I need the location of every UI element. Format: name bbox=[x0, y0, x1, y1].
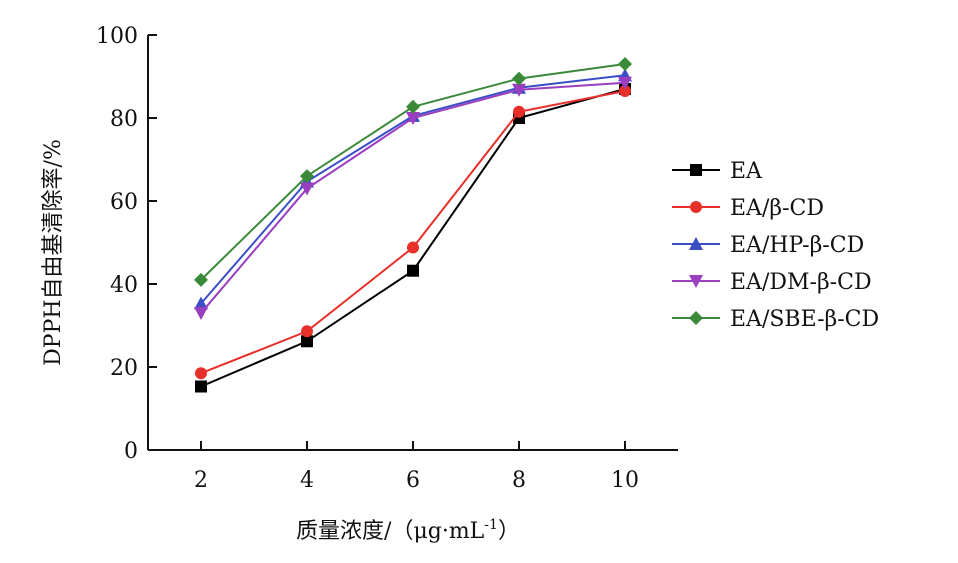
legend-item-0: EA bbox=[672, 159, 763, 184]
legend-item-3: EA/DM-β-CD bbox=[672, 270, 872, 295]
series-3 bbox=[194, 76, 632, 321]
y-tick-label: 80 bbox=[110, 107, 138, 132]
data-point bbox=[407, 264, 419, 277]
y-tick-label: 0 bbox=[124, 439, 138, 464]
data-point bbox=[512, 83, 526, 97]
legend-item-4: EA/SBE-β-CD bbox=[672, 307, 879, 332]
data-point bbox=[406, 99, 420, 114]
x-axis-title-superscript: -1 bbox=[484, 517, 498, 533]
series-0 bbox=[195, 82, 631, 393]
data-point bbox=[301, 335, 313, 348]
x-tick-label: 4 bbox=[300, 468, 314, 493]
legend-item-1: EA/β-CD bbox=[672, 196, 824, 221]
y-tick-label: 60 bbox=[110, 190, 138, 215]
legend-marker bbox=[690, 164, 702, 176]
legend-marker bbox=[690, 201, 702, 213]
series-line bbox=[200, 90, 626, 375]
data-point bbox=[300, 169, 314, 184]
data-point bbox=[301, 325, 313, 338]
legend-label: EA/SBE-β-CD bbox=[730, 307, 879, 332]
data-point bbox=[513, 105, 525, 118]
data-point bbox=[407, 241, 419, 254]
y-axis-title: DPPH自由基清除率/% bbox=[41, 139, 66, 366]
data-point bbox=[300, 182, 314, 196]
y-tick-label: 20 bbox=[110, 356, 138, 381]
legend-label: EA bbox=[730, 159, 763, 184]
legend-label: EA/HP-β-CD bbox=[730, 233, 864, 258]
x-tick-label: 8 bbox=[512, 468, 526, 493]
legend-label: EA/DM-β-CD bbox=[730, 270, 872, 295]
axes: 0 20 40 60 80 100 2 4 6 8 10 bbox=[96, 24, 678, 493]
data-point bbox=[618, 57, 632, 72]
y-tick-label: 100 bbox=[96, 24, 138, 49]
legend-item-2: EA/HP-β-CD bbox=[672, 233, 864, 258]
legend-marker bbox=[689, 311, 703, 325]
legend-marker bbox=[689, 275, 703, 288]
data-point bbox=[195, 380, 207, 393]
legend: EA EA/β-CD EA/HP-β-CD EA/DM-β-CD EA/SBE-β-CD bbox=[672, 159, 879, 332]
series-4 bbox=[194, 57, 632, 287]
series-1 bbox=[195, 85, 631, 380]
x-tick-label: 10 bbox=[611, 468, 639, 493]
x-axis-title: 质量浓度/（μg·mL-1） bbox=[296, 517, 520, 544]
data-point bbox=[194, 296, 208, 310]
data-point bbox=[194, 307, 208, 321]
data-point bbox=[512, 71, 526, 86]
legend-marker bbox=[689, 237, 703, 250]
x-axis-title-text: 质量浓度/（μg·mL bbox=[296, 519, 485, 544]
data-point bbox=[618, 76, 632, 90]
data-point bbox=[406, 112, 420, 125]
x-tick-label: 6 bbox=[406, 468, 420, 493]
x-tick-label: 2 bbox=[194, 468, 208, 493]
series-group bbox=[194, 57, 632, 393]
x-axis-title-close: ） bbox=[498, 519, 520, 544]
data-point bbox=[619, 85, 631, 98]
data-point bbox=[194, 272, 208, 287]
legend-label: EA/β-CD bbox=[730, 196, 824, 221]
y-tick-label: 40 bbox=[110, 273, 138, 298]
data-point bbox=[195, 367, 207, 380]
